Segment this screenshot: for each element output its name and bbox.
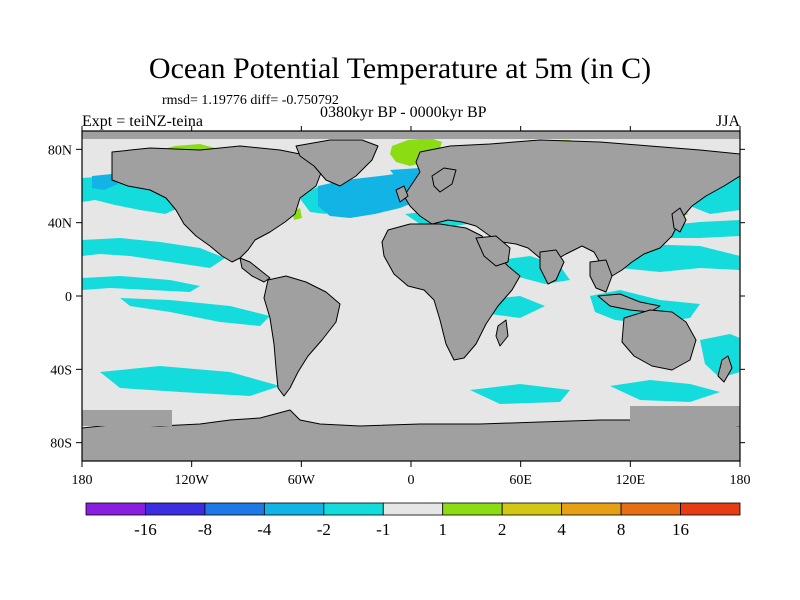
scandinavia — [431, 167, 457, 193]
colorbar-swatch — [263, 502, 325, 516]
australia — [621, 309, 697, 371]
madagascar — [495, 319, 509, 347]
x-tick-label: 180 — [730, 473, 751, 488]
colorbar-swatch — [382, 502, 444, 516]
indonesia — [597, 293, 661, 313]
x-tick-label: 60W — [288, 473, 316, 488]
south-america — [263, 275, 341, 397]
stats-label: rmsd= 1.19776 diff= -0.750792 — [162, 93, 339, 108]
colorbar-label: 1 — [438, 520, 447, 539]
arctic-ice-strip — [82, 131, 740, 139]
x-tick-label: 60E — [509, 473, 532, 488]
colorbar-label: -4 — [257, 520, 272, 539]
japan — [671, 207, 687, 233]
southern-ocean-pacific-cooling — [100, 366, 280, 396]
sea-ice-blocks — [82, 131, 740, 426]
colorbar-label: -2 — [317, 520, 331, 539]
greenland — [295, 139, 379, 187]
africa — [381, 223, 521, 361]
y-tick-label: 80N — [48, 143, 72, 158]
southern-ocean-atlantic-cooling — [470, 384, 570, 404]
india — [539, 249, 565, 285]
north-america — [111, 145, 323, 263]
land-mask — [82, 139, 740, 461]
colorbar-swatch — [561, 502, 622, 516]
new-zealand — [717, 355, 733, 383]
colorbar-swatch — [323, 502, 384, 516]
antarctic-ice-west — [82, 410, 172, 426]
y-tick-label: 40S — [50, 363, 72, 378]
x-tick-label: 180 — [72, 473, 93, 488]
colorbar-label: -1 — [376, 520, 390, 539]
experiment-label: Expt = teiNZ-teina — [82, 113, 203, 130]
x-tick-label: 120W — [175, 473, 210, 488]
colorbar: -16 -8 -4 -2 -1 1 2 4 8 16 — [85, 502, 741, 539]
period-label: 0380kyr BP - 0000kyr BP — [320, 104, 487, 121]
colorbar-swatch — [145, 502, 206, 516]
arabia — [475, 235, 511, 267]
y-tick-label: 40N — [48, 217, 72, 232]
south-pacific-band-cooling — [120, 298, 270, 326]
colorbar-label: 8 — [617, 520, 626, 539]
colorbar-swatch — [501, 502, 563, 516]
antarctic-ice-east — [630, 406, 740, 426]
x-tick-label: 120E — [616, 473, 646, 488]
eurasia — [403, 139, 740, 277]
x-tick-label: 0 — [408, 473, 415, 488]
chart-title: Ocean Potential Temperature at 5m (in C) — [148, 52, 652, 85]
colorbar-swatch — [620, 502, 681, 516]
colorbar-label: -8 — [198, 520, 212, 539]
colorbar-label: -16 — [134, 520, 157, 539]
colorbar-label: 4 — [557, 520, 566, 539]
colorbar-label: 2 — [498, 520, 507, 539]
y-tick-label: 0 — [65, 290, 72, 305]
y-tick-label: 80S — [50, 437, 72, 452]
southeast-asia — [589, 259, 613, 293]
season-label: JJA — [715, 113, 740, 130]
central-america — [239, 257, 271, 283]
tropical-east-pacific-cooling — [82, 238, 225, 268]
colorbar-swatch — [680, 502, 741, 516]
map-field — [82, 131, 740, 461]
x-axis: 180 120W 60W 0 60E 120E 180 — [72, 126, 751, 488]
british-isles — [395, 185, 409, 203]
y-axis: 80N 40N 0 40S 80S — [48, 143, 745, 452]
north-atlantic-cooling — [318, 172, 430, 218]
colorbar-swatch — [442, 502, 503, 516]
colorbar-swatch — [85, 502, 146, 516]
southern-ocean-indian-cooling — [610, 380, 720, 402]
tropical-pacific-band-cooling — [82, 276, 200, 292]
colorbar-label: 16 — [672, 520, 689, 539]
colorbar-swatch — [204, 502, 265, 516]
